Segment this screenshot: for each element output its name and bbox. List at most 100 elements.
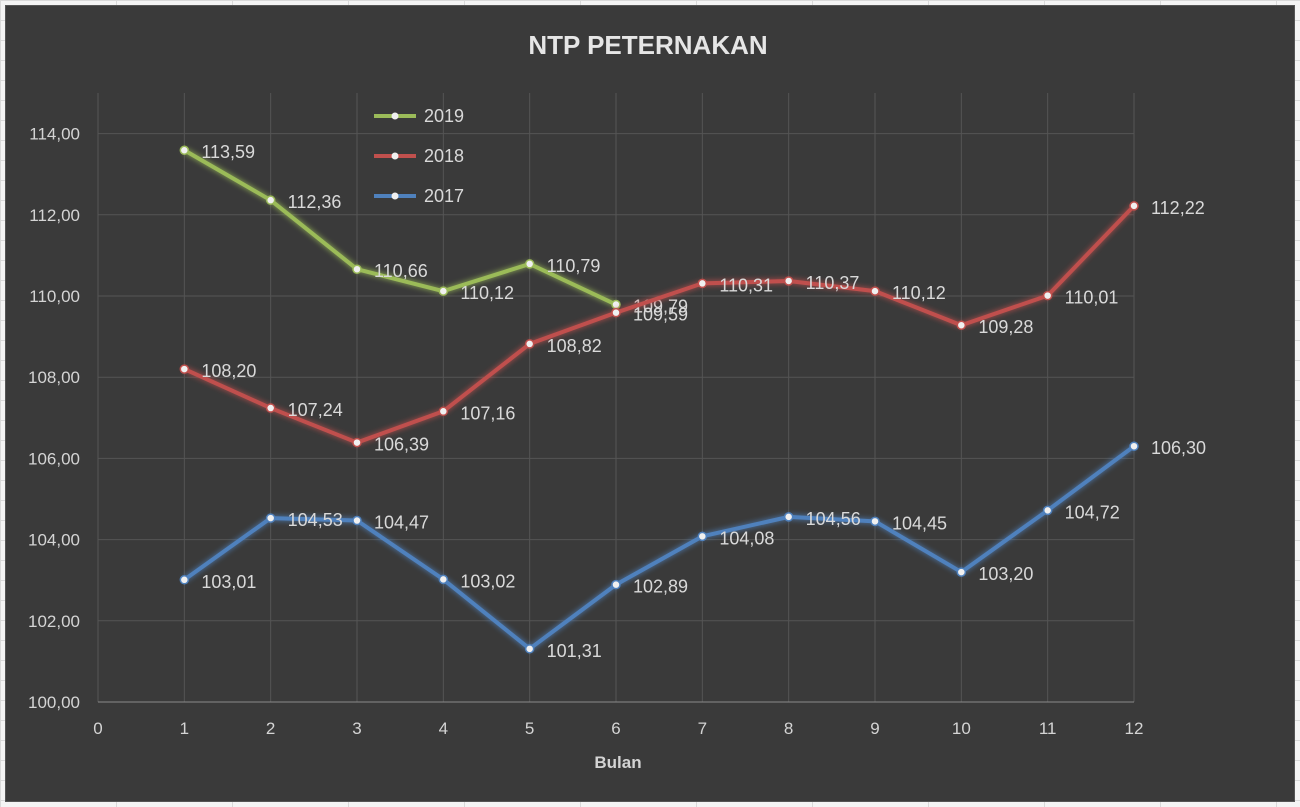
data-point[interactable]	[265, 513, 276, 523]
data-label: 113,59	[201, 142, 255, 162]
data-point[interactable]	[352, 437, 362, 448]
series-line-2017[interactable]	[183, 444, 1136, 651]
data-label: 104,08	[719, 528, 774, 548]
legend-item-2019[interactable]: 2019	[374, 106, 464, 126]
y-tick-label: 104,00	[28, 531, 80, 550]
data-point[interactable]	[783, 512, 794, 522]
data-label: 104,53	[288, 510, 343, 530]
x-tick-label: 5	[525, 719, 534, 738]
data-point[interactable]	[697, 278, 708, 289]
data-point[interactable]	[1129, 441, 1139, 451]
data-point[interactable]	[524, 259, 535, 269]
data-point[interactable]	[956, 320, 967, 330]
data-point[interactable]	[352, 515, 362, 526]
data-label: 110,79	[547, 256, 601, 276]
data-label: 104,45	[892, 513, 947, 533]
data-point[interactable]	[265, 195, 276, 205]
series-group: 113,59112,36110,66110,12110,79109,79108,…	[179, 142, 1206, 661]
y-tick-label: 100,00	[28, 693, 80, 712]
data-label: 110,66	[374, 261, 428, 281]
data-label: 102,89	[633, 577, 688, 597]
data-point[interactable]	[524, 339, 535, 349]
x-tick-label: 3	[352, 719, 361, 738]
data-point[interactable]	[697, 531, 708, 542]
legend-label: 2017	[424, 186, 464, 206]
x-tick-label: 1	[180, 719, 189, 738]
chart-title: NTP PETERNAKAN	[528, 30, 767, 60]
data-label: 110,01	[1065, 288, 1119, 308]
data-point[interactable]	[1042, 505, 1053, 516]
data-label: 112,36	[288, 192, 342, 212]
gridlines	[97, 93, 1135, 703]
data-point[interactable]	[352, 264, 362, 274]
data-point[interactable]	[870, 516, 880, 527]
data-point[interactable]	[611, 299, 621, 310]
data-label: 110,12	[460, 283, 514, 303]
y-tick-label: 102,00	[28, 612, 80, 631]
series-2018[interactable]: 108,20 107,24 106,39 107,16 108,82 109,59 110,…	[179, 198, 1205, 455]
data-label: 107,24	[288, 400, 343, 420]
data-label: 109,59	[633, 305, 688, 325]
data-point[interactable]	[611, 307, 621, 318]
data-label: 110,12	[892, 283, 946, 303]
legend-marker	[391, 152, 399, 160]
x-tick-label: 4	[439, 719, 448, 738]
data-label: 108,20	[201, 361, 256, 381]
x-tick-label: 10	[952, 719, 971, 738]
y-tick-label: 112,00	[29, 206, 80, 225]
x-tick-label: 8	[784, 719, 793, 738]
legend-marker	[391, 192, 399, 200]
data-point[interactable]	[265, 403, 276, 413]
x-axis-ticks: 0 1 2 3 4 5 6 7 8 9 10 11 12	[93, 719, 1143, 738]
data-label: 110,37	[806, 273, 860, 293]
data-label: 101,31	[547, 641, 602, 661]
series-2017[interactable]: 103,01 104,53 104,47 103,02 101,31 102,89 104,…	[179, 438, 1206, 661]
data-point[interactable]	[438, 406, 449, 417]
data-label: 108,82	[547, 336, 602, 356]
legend-label: 2018	[424, 146, 464, 166]
data-label: 104,72	[1065, 502, 1120, 522]
data-label: 110,31	[719, 275, 773, 295]
data-label: 112,22	[1151, 198, 1205, 218]
x-tick-label: 0	[93, 719, 102, 738]
data-label: 106,30	[1151, 438, 1206, 458]
y-tick-label: 108,00	[28, 368, 80, 387]
data-point[interactable]	[1042, 290, 1053, 301]
y-tick-label: 114,00	[29, 125, 80, 144]
x-tick-label: 6	[611, 719, 620, 738]
data-point[interactable]	[611, 579, 621, 590]
data-label: 104,56	[806, 509, 861, 529]
y-axis-ticks: 100,00 102,00 104,00 106,00 108,00 110,00 112,…	[28, 125, 80, 712]
data-point[interactable]	[524, 644, 535, 654]
data-point[interactable]	[438, 574, 449, 585]
data-label: 103,01	[201, 572, 256, 592]
legend[interactable]: 2019 2018 2017	[374, 106, 464, 206]
data-point[interactable]	[179, 364, 190, 374]
data-label: 106,39	[374, 435, 429, 455]
data-label: 103,02	[460, 571, 515, 591]
y-tick-label: 106,00	[28, 449, 80, 468]
x-axis-title: Bulan	[594, 753, 641, 772]
x-tick-label: 11	[1039, 719, 1057, 738]
x-tick-label: 7	[698, 719, 707, 738]
data-point[interactable]	[956, 567, 967, 577]
data-point[interactable]	[438, 286, 449, 296]
series-line-2019[interactable]	[183, 148, 617, 307]
legend-item-2017[interactable]: 2017	[374, 186, 464, 206]
data-point[interactable]	[179, 575, 190, 585]
data-point[interactable]	[783, 276, 794, 286]
data-point[interactable]	[870, 286, 880, 296]
chart-area[interactable]: NTP PETERNAKAN 100,00 102,00 104,00 106,00 1…	[5, 5, 1295, 802]
data-label: 109,28	[978, 317, 1033, 337]
x-tick-label: 12	[1125, 719, 1144, 738]
x-tick-label: 2	[266, 719, 275, 738]
legend-item-2018[interactable]: 2018	[374, 146, 464, 166]
data-label: 104,47	[374, 513, 429, 533]
data-point[interactable]	[179, 145, 190, 155]
series-line-2018[interactable]	[183, 204, 1136, 445]
x-tick-label: 9	[870, 719, 879, 738]
data-label: 107,16	[460, 403, 515, 423]
data-point[interactable]	[1129, 201, 1139, 211]
line-chart[interactable]: NTP PETERNAKAN 100,00 102,00 104,00 106,00 1…	[6, 6, 1294, 801]
